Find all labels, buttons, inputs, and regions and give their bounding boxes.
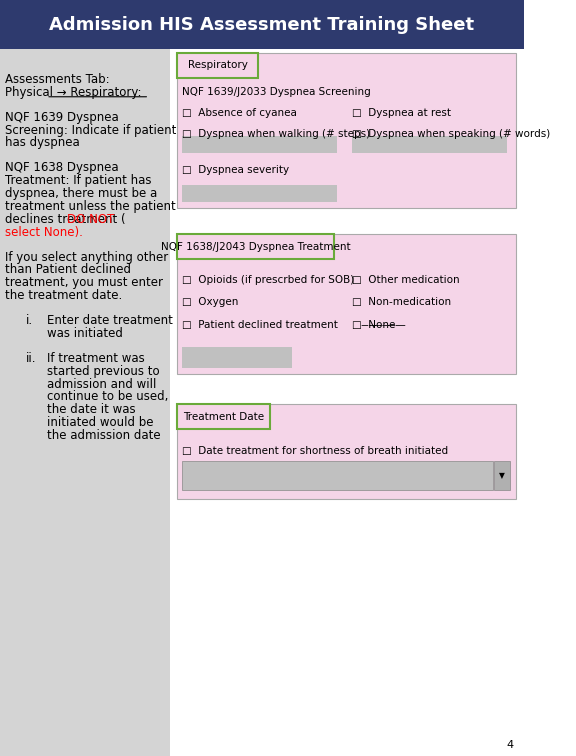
FancyBboxPatch shape bbox=[177, 404, 270, 429]
Text: Enter date treatment: Enter date treatment bbox=[47, 314, 173, 327]
Text: □  Absence of cyanea: □ Absence of cyanea bbox=[182, 108, 297, 119]
Text: If treatment was: If treatment was bbox=[47, 352, 145, 365]
Text: NQF 1638 Dyspnea: NQF 1638 Dyspnea bbox=[5, 161, 119, 175]
Text: admission and will: admission and will bbox=[47, 377, 157, 391]
Text: 4: 4 bbox=[506, 740, 513, 750]
Text: NQF 1639/J2033 Dyspnea Screening: NQF 1639/J2033 Dyspnea Screening bbox=[182, 87, 371, 98]
FancyBboxPatch shape bbox=[177, 53, 258, 78]
Text: Assessments Tab:: Assessments Tab: bbox=[5, 73, 110, 86]
Text: ii.: ii. bbox=[26, 352, 37, 365]
Text: □  Other medication: □ Other medication bbox=[353, 274, 460, 285]
Text: □  Date treatment for shortness of breath initiated: □ Date treatment for shortness of breath… bbox=[182, 446, 448, 457]
Text: treatment, you must enter: treatment, you must enter bbox=[5, 276, 163, 290]
FancyBboxPatch shape bbox=[177, 234, 517, 374]
Text: continue to be used,: continue to be used, bbox=[47, 390, 169, 404]
FancyBboxPatch shape bbox=[182, 347, 292, 368]
Text: □  Non-medication: □ Non-medication bbox=[353, 297, 452, 308]
Text: was initiated: was initiated bbox=[47, 327, 123, 340]
Text: i.: i. bbox=[26, 314, 33, 327]
Text: Treatment: If patient has: Treatment: If patient has bbox=[5, 174, 151, 187]
Text: declines treatment (: declines treatment ( bbox=[5, 212, 126, 226]
Text: □  Oxygen: □ Oxygen bbox=[182, 297, 238, 308]
Text: □  Patient declined treatment: □ Patient declined treatment bbox=[182, 320, 338, 330]
FancyBboxPatch shape bbox=[177, 404, 517, 499]
FancyBboxPatch shape bbox=[0, 0, 524, 49]
Text: Respiratory: Respiratory bbox=[188, 60, 248, 70]
Text: ▼: ▼ bbox=[499, 471, 505, 480]
FancyBboxPatch shape bbox=[182, 185, 337, 202]
FancyBboxPatch shape bbox=[353, 136, 507, 153]
Text: □  Dyspnea when speaking (# words): □ Dyspnea when speaking (# words) bbox=[353, 129, 551, 139]
Text: □  ̶N̶o̶n̶e̶—: □ ̶N̶o̶n̶e̶— bbox=[353, 320, 406, 330]
Text: started previous to: started previous to bbox=[47, 364, 160, 378]
Text: dyspnea, there must be a: dyspnea, there must be a bbox=[5, 187, 157, 200]
Text: □  Dyspnea severity: □ Dyspnea severity bbox=[182, 165, 289, 175]
Text: than Patient declined: than Patient declined bbox=[5, 263, 131, 277]
Text: □  Dyspnea when walking (# steps): □ Dyspnea when walking (# steps) bbox=[182, 129, 370, 139]
FancyBboxPatch shape bbox=[182, 136, 337, 153]
FancyBboxPatch shape bbox=[182, 461, 493, 490]
Text: has dyspnea: has dyspnea bbox=[5, 136, 80, 150]
FancyBboxPatch shape bbox=[494, 461, 510, 490]
Text: treatment unless the patient: treatment unless the patient bbox=[5, 200, 176, 213]
Text: select None).: select None). bbox=[5, 225, 83, 239]
Text: □  Opioids (if prescrbed for SOB): □ Opioids (if prescrbed for SOB) bbox=[182, 274, 354, 285]
Text: initiated would be: initiated would be bbox=[47, 416, 154, 429]
Text: Screening: Indicate if patient: Screening: Indicate if patient bbox=[5, 123, 177, 137]
FancyBboxPatch shape bbox=[177, 234, 334, 259]
Text: the treatment date.: the treatment date. bbox=[5, 289, 123, 302]
Text: the admission date: the admission date bbox=[47, 429, 161, 442]
FancyBboxPatch shape bbox=[170, 49, 524, 756]
FancyBboxPatch shape bbox=[0, 49, 170, 756]
Text: □  Dyspnea at rest: □ Dyspnea at rest bbox=[353, 108, 452, 119]
Text: the date it was: the date it was bbox=[47, 403, 136, 417]
Text: NQF 1639 Dyspnea: NQF 1639 Dyspnea bbox=[5, 110, 119, 124]
Text: NQF 1638/J2043 Dyspnea Treatment: NQF 1638/J2043 Dyspnea Treatment bbox=[161, 242, 350, 252]
Text: Treatment Date: Treatment Date bbox=[183, 412, 264, 422]
Text: If you select anything other: If you select anything other bbox=[5, 250, 169, 264]
Text: DO NOT: DO NOT bbox=[67, 212, 115, 226]
FancyBboxPatch shape bbox=[177, 53, 517, 208]
Text: Physical → Respiratory:: Physical → Respiratory: bbox=[5, 86, 142, 100]
Text: Admission HIS Assessment Training Sheet: Admission HIS Assessment Training Sheet bbox=[50, 16, 475, 33]
